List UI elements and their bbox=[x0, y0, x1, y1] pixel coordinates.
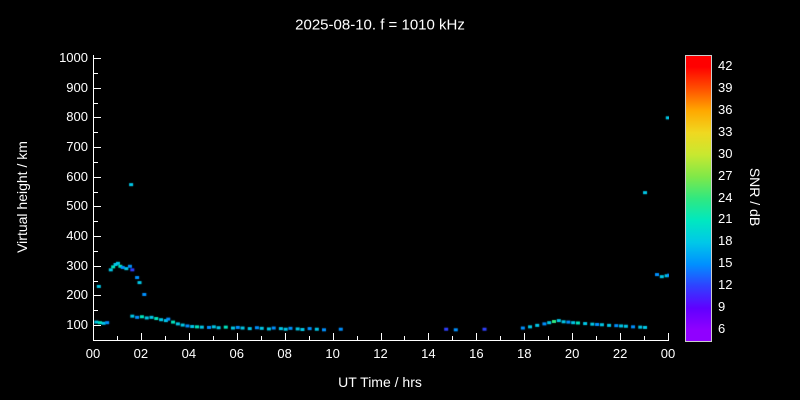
x-tick-label: 18 bbox=[517, 346, 532, 361]
colorbar-tick-label: 18 bbox=[718, 233, 733, 249]
y-axis-label: Virtual height / km bbox=[14, 141, 30, 253]
plot-area bbox=[93, 55, 669, 341]
colorbar-tick-label: 21 bbox=[718, 211, 733, 227]
x-tick-label: 08 bbox=[277, 346, 292, 361]
colorbar-tick-label: 6 bbox=[718, 321, 726, 337]
colorbar-tick-label: 27 bbox=[718, 167, 733, 183]
x-tick-label: 12 bbox=[373, 346, 388, 361]
x-axis-label: UT Time / hrs bbox=[338, 374, 422, 390]
y-tick-label: 800 bbox=[66, 109, 88, 125]
y-tick-label: 700 bbox=[66, 139, 88, 155]
y-tick-label: 300 bbox=[66, 257, 88, 273]
x-tick-label: 22 bbox=[612, 346, 628, 361]
colorbar-tick-label: 42 bbox=[718, 57, 733, 73]
x-tick-label: 02 bbox=[133, 346, 149, 361]
colorbar-tick-label: 33 bbox=[718, 123, 733, 139]
x-tick-label: 10 bbox=[325, 346, 340, 361]
colorbar-tick-label: 12 bbox=[718, 277, 733, 293]
colorbar-label: SNR / dB bbox=[747, 167, 763, 227]
x-tick-label: 00 bbox=[660, 346, 676, 361]
y-tick-label: 1000 bbox=[59, 49, 88, 65]
x-tick-label: 04 bbox=[181, 346, 197, 361]
colorbar-tick-label: 39 bbox=[718, 79, 733, 95]
colorbar-tick-label: 9 bbox=[718, 299, 726, 315]
colorbar-tick-label: 36 bbox=[718, 101, 733, 117]
y-tick-label: 400 bbox=[66, 228, 88, 244]
chart-title: 2025-08-10. f = 1010 kHz bbox=[295, 16, 465, 34]
y-tick-label: 900 bbox=[66, 79, 88, 95]
x-tick-label: 16 bbox=[469, 346, 484, 361]
y-tick-label: 100 bbox=[66, 317, 88, 333]
y-tick-label: 200 bbox=[66, 287, 88, 303]
colorbar-tick-label: 30 bbox=[718, 145, 733, 161]
y-tick-label: 600 bbox=[66, 168, 88, 184]
y-tick-label: 500 bbox=[66, 198, 88, 214]
scatter-canvas bbox=[94, 55, 669, 340]
colorbar bbox=[685, 55, 712, 342]
x-tick-label: 06 bbox=[229, 346, 244, 361]
x-tick-label: 20 bbox=[564, 346, 580, 361]
x-tick-label: 00 bbox=[85, 346, 101, 361]
colorbar-tick-label: 15 bbox=[718, 255, 733, 271]
colorbar-tick-label: 24 bbox=[718, 189, 733, 205]
x-tick-label: 14 bbox=[421, 346, 436, 361]
